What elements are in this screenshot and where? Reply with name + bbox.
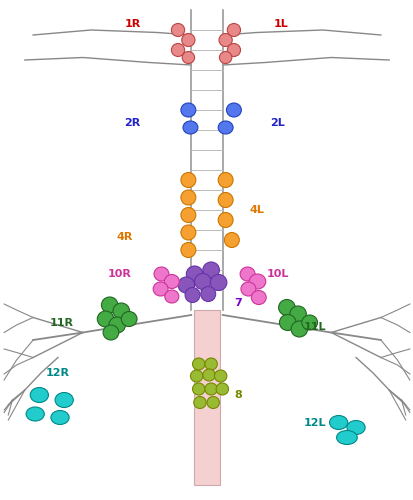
Ellipse shape xyxy=(278,300,294,316)
Ellipse shape xyxy=(204,358,217,370)
Ellipse shape xyxy=(227,24,240,36)
Ellipse shape xyxy=(182,52,194,64)
Ellipse shape xyxy=(26,407,44,421)
Ellipse shape xyxy=(185,288,199,302)
Ellipse shape xyxy=(200,286,215,302)
Ellipse shape xyxy=(180,103,195,117)
Ellipse shape xyxy=(180,190,195,205)
Text: 4R: 4R xyxy=(116,232,132,242)
Ellipse shape xyxy=(218,172,233,188)
Ellipse shape xyxy=(97,311,114,327)
Ellipse shape xyxy=(301,315,317,330)
Ellipse shape xyxy=(249,274,265,289)
Ellipse shape xyxy=(251,290,266,304)
Ellipse shape xyxy=(180,225,195,240)
Ellipse shape xyxy=(240,282,255,296)
Text: 10R: 10R xyxy=(108,269,132,279)
Ellipse shape xyxy=(224,232,239,248)
Text: 11R: 11R xyxy=(50,318,74,328)
Ellipse shape xyxy=(121,312,137,326)
Ellipse shape xyxy=(192,383,204,395)
Ellipse shape xyxy=(218,121,233,134)
Ellipse shape xyxy=(210,274,226,290)
Text: 7: 7 xyxy=(234,298,241,308)
Ellipse shape xyxy=(218,192,233,208)
Ellipse shape xyxy=(289,306,306,322)
Ellipse shape xyxy=(346,420,364,434)
Ellipse shape xyxy=(227,44,240,57)
Text: 1L: 1L xyxy=(273,19,288,29)
Ellipse shape xyxy=(218,34,232,46)
Ellipse shape xyxy=(171,44,184,57)
Text: 8: 8 xyxy=(234,390,241,400)
Ellipse shape xyxy=(190,370,202,382)
Text: 2R: 2R xyxy=(124,118,140,128)
Ellipse shape xyxy=(51,410,69,424)
Text: 2L: 2L xyxy=(269,118,284,128)
Ellipse shape xyxy=(204,383,217,395)
Ellipse shape xyxy=(214,370,226,382)
Ellipse shape xyxy=(109,317,125,333)
Ellipse shape xyxy=(216,383,228,395)
Ellipse shape xyxy=(181,34,195,46)
Ellipse shape xyxy=(101,297,118,313)
Ellipse shape xyxy=(279,314,295,330)
Ellipse shape xyxy=(180,172,195,188)
Ellipse shape xyxy=(154,267,169,281)
Ellipse shape xyxy=(206,396,219,408)
Ellipse shape xyxy=(180,208,195,222)
Ellipse shape xyxy=(164,290,178,303)
Ellipse shape xyxy=(183,121,197,134)
Text: 12L: 12L xyxy=(303,418,325,428)
Ellipse shape xyxy=(113,303,129,319)
Ellipse shape xyxy=(153,282,168,296)
Ellipse shape xyxy=(178,277,194,293)
Bar xyxy=(193,310,220,485)
Ellipse shape xyxy=(336,430,356,444)
Ellipse shape xyxy=(202,262,219,278)
Ellipse shape xyxy=(103,325,119,340)
Ellipse shape xyxy=(226,103,241,117)
Ellipse shape xyxy=(219,52,231,64)
Ellipse shape xyxy=(30,388,48,402)
Ellipse shape xyxy=(192,358,204,370)
Text: 4L: 4L xyxy=(249,205,263,215)
Text: 1R: 1R xyxy=(124,19,140,29)
Ellipse shape xyxy=(240,267,254,281)
Ellipse shape xyxy=(218,212,233,228)
Ellipse shape xyxy=(329,416,347,430)
Text: 10L: 10L xyxy=(266,269,288,279)
Ellipse shape xyxy=(164,274,179,288)
Ellipse shape xyxy=(186,266,202,282)
Text: 12R: 12R xyxy=(46,368,70,378)
Ellipse shape xyxy=(202,369,215,381)
Ellipse shape xyxy=(55,392,73,407)
Ellipse shape xyxy=(171,24,184,36)
Ellipse shape xyxy=(290,321,307,337)
Text: 11L: 11L xyxy=(303,322,325,332)
Ellipse shape xyxy=(180,242,195,258)
Ellipse shape xyxy=(193,396,206,408)
Ellipse shape xyxy=(194,274,211,289)
